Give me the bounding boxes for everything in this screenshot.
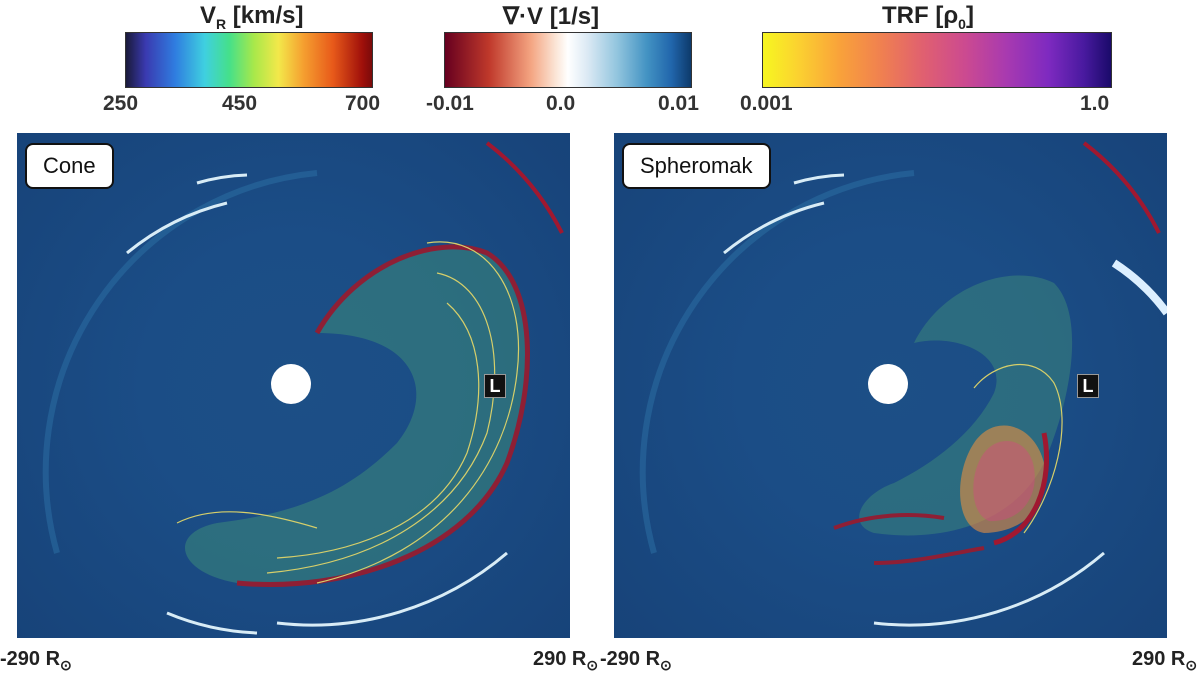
cone-panel: Cone L — [17, 133, 570, 638]
colorbar-divergence-title: ∇·V [1/s] — [503, 3, 600, 30]
vr-tick-min: 250 — [103, 92, 139, 115]
spheromak-simulation-image — [639, 141, 1167, 627]
spheromak-panel: Spheromak L — [614, 133, 1167, 638]
cone-label: Cone — [25, 143, 114, 189]
colorbar-vr — [125, 32, 373, 88]
colorbar-vr-title: VR [km/s] — [200, 2, 304, 32]
vr-tick-mid: 450 — [222, 92, 258, 115]
cone-axis-min-label: -290 R⊙ — [0, 648, 72, 673]
spheromak-axis-min-label: -290 R⊙ — [600, 648, 672, 673]
vr-tick-max: 700 — [345, 92, 381, 115]
div-tick-max: 0.01 — [658, 92, 699, 115]
trf-tick-max: 1.0 — [1080, 92, 1110, 115]
spheromak-label: Spheromak — [622, 143, 771, 189]
spheromak-axis-max-label: 290 R⊙ — [1132, 648, 1198, 673]
cone-simulation-image — [42, 141, 564, 635]
div-tick-min: -0.01 — [426, 92, 474, 115]
colorbar-trf — [762, 32, 1112, 88]
cone-axis-max-label: 290 R⊙ — [533, 648, 599, 673]
div-tick-mid: 0.0 — [546, 92, 576, 115]
colorbar-trf-title: TRF [ρ0] — [882, 2, 974, 32]
l-marker-spheromak: L — [1077, 374, 1099, 398]
l-marker-cone: L — [484, 374, 506, 398]
trf-tick-min: 0.001 — [740, 92, 793, 115]
colorbar-divergence — [444, 32, 692, 88]
